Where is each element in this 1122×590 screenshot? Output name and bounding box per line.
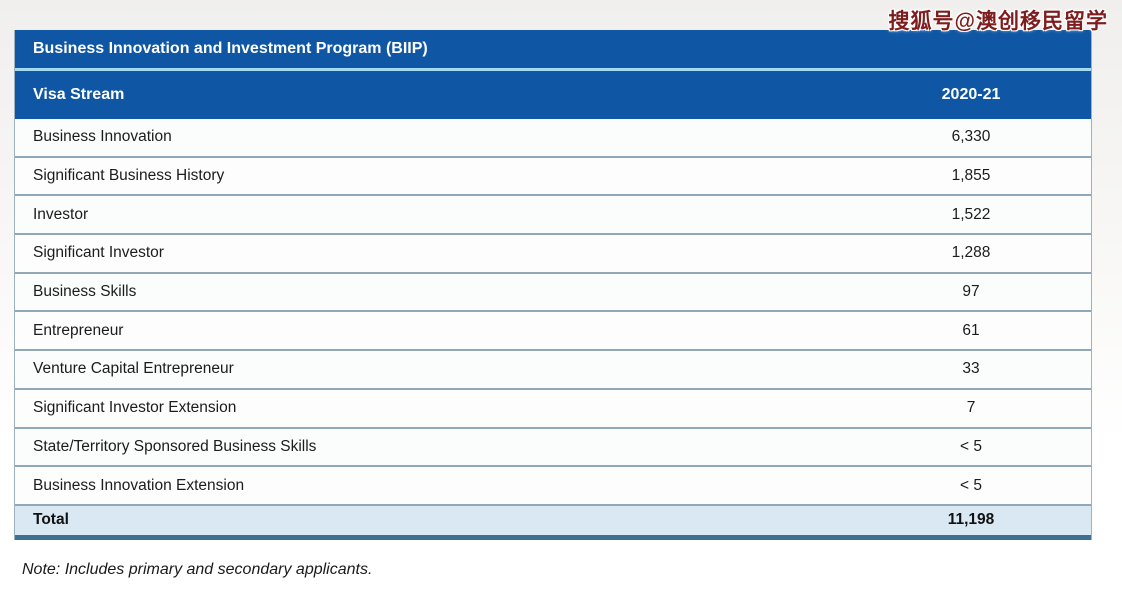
watermark: 搜狐号@澳创移民留学 xyxy=(888,10,1108,33)
row-label: Significant Business History xyxy=(33,167,225,185)
row-value: 61 xyxy=(962,321,980,339)
row-value: 6,330 xyxy=(951,128,991,146)
table-row: Investor 1,522 xyxy=(15,196,1091,236)
row-value: 7 xyxy=(966,399,976,417)
table-total-row: Total 11,198 xyxy=(15,505,1091,540)
row-label: Venture Capital Entrepreneur xyxy=(33,360,234,378)
row-label: Significant Investor xyxy=(33,244,164,262)
total-label: Total xyxy=(33,511,69,529)
table-row: Significant Business History 1,855 xyxy=(15,157,1091,197)
table-row: Significant Investor 1,288 xyxy=(15,235,1091,274)
row-label: Business Skills xyxy=(33,283,137,301)
row-label: Business Innovation xyxy=(33,128,172,146)
biip-table: Business Innovation and Investment Progr… xyxy=(14,30,1092,540)
row-label: Significant Investor Extension xyxy=(33,399,237,417)
table-row: Significant Investor Extension 7 xyxy=(15,389,1091,429)
row-label: Investor xyxy=(33,205,89,223)
row-value: 97 xyxy=(962,283,980,301)
row-value: < 5 xyxy=(960,476,982,494)
total-value: 11,198 xyxy=(947,511,995,529)
row-value: 1,522 xyxy=(951,205,991,223)
row-label: Entrepreneur xyxy=(33,321,124,339)
row-label: State/Territory Sponsored Business Skill… xyxy=(33,437,317,455)
header-visa-stream: Visa Stream xyxy=(33,86,125,103)
table-row: Business Skills 97 xyxy=(15,273,1091,313)
row-label: Business Innovation Extension xyxy=(33,476,245,494)
note: Note: Includes primary and secondary app… xyxy=(22,561,373,578)
table-row: Business Innovation 6,330 xyxy=(15,119,1091,158)
table-header-row: Visa Stream 2020-21 xyxy=(15,71,1091,119)
header-year: 2020-21 xyxy=(941,86,1001,103)
row-value: 33 xyxy=(962,360,980,378)
row-value: 1,855 xyxy=(951,167,991,185)
table-row: Venture Capital Entrepreneur 33 xyxy=(15,351,1091,390)
row-value: < 5 xyxy=(960,437,982,455)
table-row: State/Territory Sponsored Business Skill… xyxy=(15,428,1091,468)
table-title: Business Innovation and Investment Progr… xyxy=(15,30,1091,71)
table-row: Entrepreneur 61 xyxy=(15,312,1091,352)
table-row: Business Innovation Extension < 5 xyxy=(15,467,1091,506)
row-value: 1,288 xyxy=(951,244,991,262)
